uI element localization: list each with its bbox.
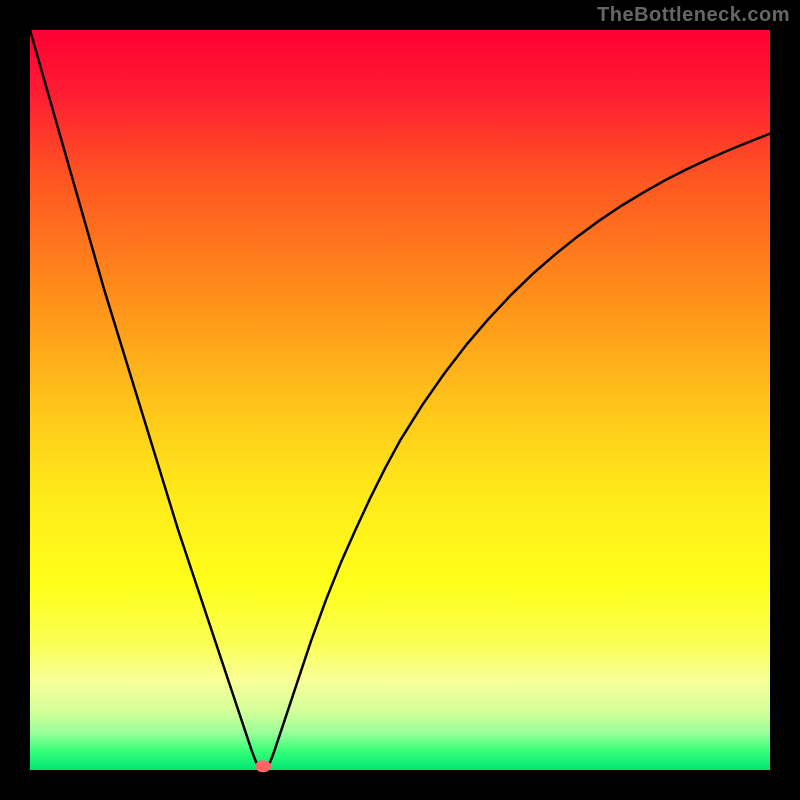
- chart-frame: TheBottleneck.com: [0, 0, 800, 800]
- watermark-text: TheBottleneck.com: [597, 4, 790, 27]
- plot-area: [30, 30, 770, 770]
- optimal-point-marker: [255, 760, 271, 772]
- chart-svg: [0, 0, 800, 800]
